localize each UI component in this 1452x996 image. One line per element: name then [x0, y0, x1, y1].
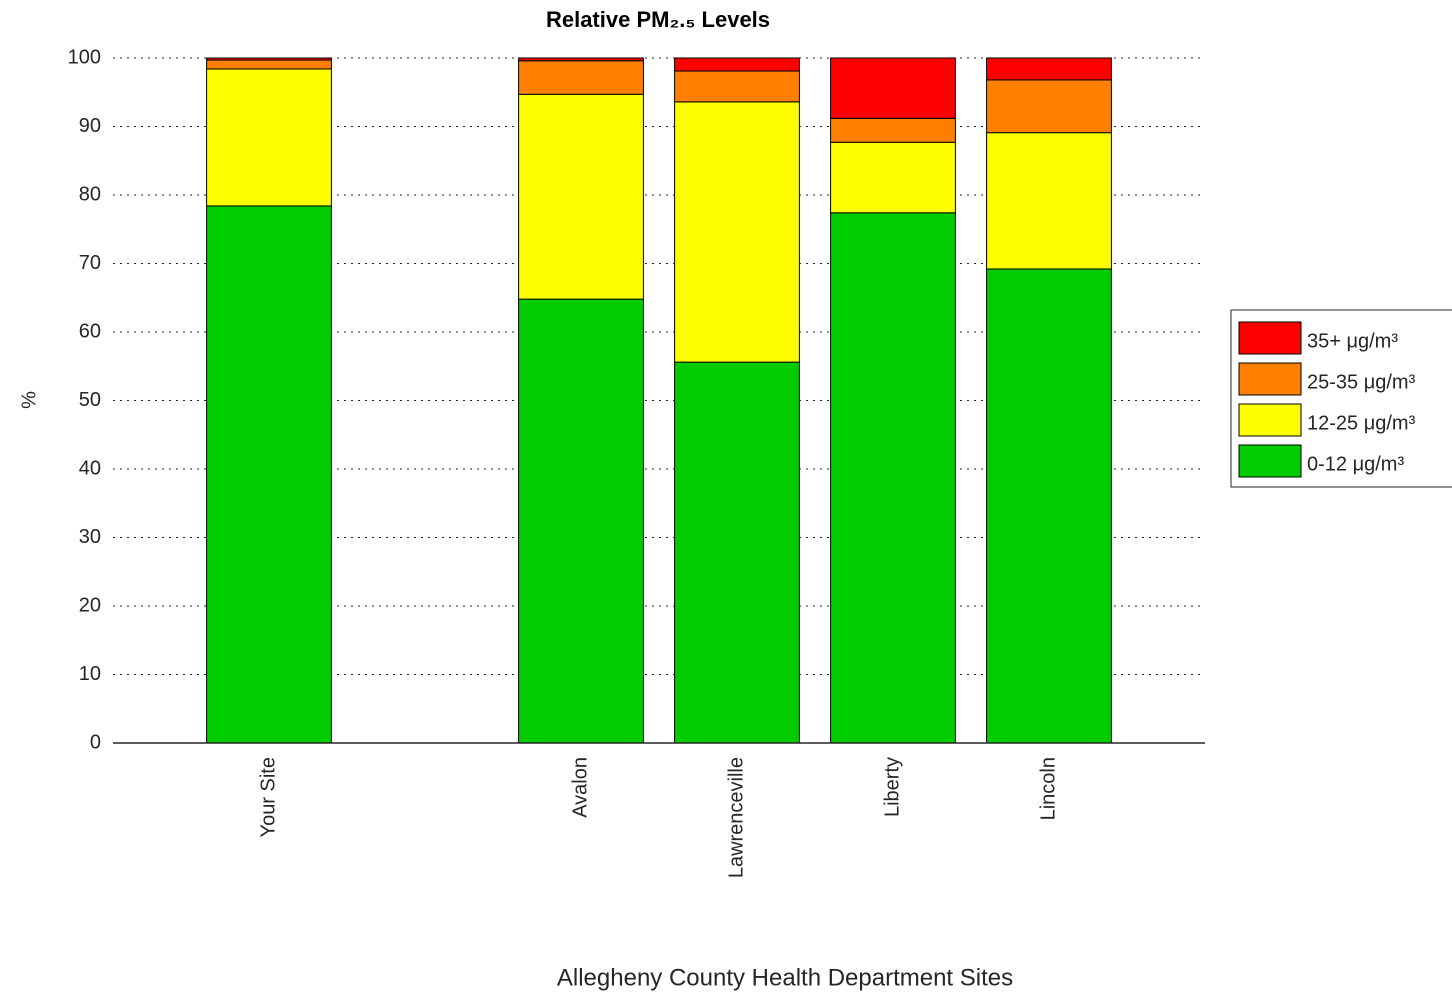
y-tick-label: 90 [79, 115, 101, 137]
x-tick-label: Your Site [257, 757, 279, 837]
y-tick-label: 40 [79, 457, 101, 479]
bar-segment [986, 57, 1112, 81]
bar-segment [830, 141, 956, 214]
chart-title: Relative PM₂.₅ Levels [546, 7, 770, 32]
x-tick-label: Avalon [569, 757, 591, 818]
legend-swatch [1238, 444, 1302, 478]
bar-segment [674, 70, 800, 103]
legend-label: 25-35 μg/m³ [1307, 371, 1416, 393]
x-axis-label: Allegheny County Health Department Sites [557, 964, 1013, 991]
x-tick-label: Lincoln [1037, 757, 1059, 820]
bar-segment [674, 57, 800, 72]
bar-segment [674, 101, 800, 363]
bar-segment [518, 93, 644, 300]
bar-segment [986, 79, 1112, 134]
bar-segment [518, 60, 644, 95]
x-tick-label: Lawrenceville [725, 757, 747, 878]
bar-segment [986, 268, 1112, 744]
legend-label: 35+ μg/m³ [1307, 330, 1398, 352]
legend-label: 12-25 μg/m³ [1307, 412, 1416, 434]
y-tick-label: 80 [79, 183, 101, 205]
legend-label: 0-12 μg/m³ [1307, 453, 1404, 475]
bar-segment [518, 57, 644, 62]
y-tick-label: 0 [90, 731, 101, 753]
legend-swatch [1238, 321, 1302, 355]
legend-swatch [1238, 362, 1302, 396]
y-tick-label: 60 [79, 320, 101, 342]
legend-swatch [1238, 403, 1302, 437]
y-tick-label: 20 [79, 594, 101, 616]
bar-segment [206, 59, 332, 70]
bar-segment [830, 212, 956, 744]
bar-segment [206, 57, 332, 61]
bar-segment [206, 68, 332, 207]
bar-segment [206, 205, 332, 744]
y-tick-label: 30 [79, 526, 101, 548]
y-tick-label: 100 [68, 46, 101, 68]
y-tick-label: 70 [79, 252, 101, 274]
y-tick-label: 10 [79, 663, 101, 685]
bar-segment [674, 361, 800, 744]
bar-segment [830, 117, 956, 143]
bar-segment [518, 298, 644, 744]
bar-segment [986, 132, 1112, 270]
x-tick-label: Liberty [881, 757, 903, 817]
y-tick-label: 50 [79, 389, 101, 411]
y-axis-label: % [18, 391, 40, 409]
bar-segment [830, 57, 956, 119]
